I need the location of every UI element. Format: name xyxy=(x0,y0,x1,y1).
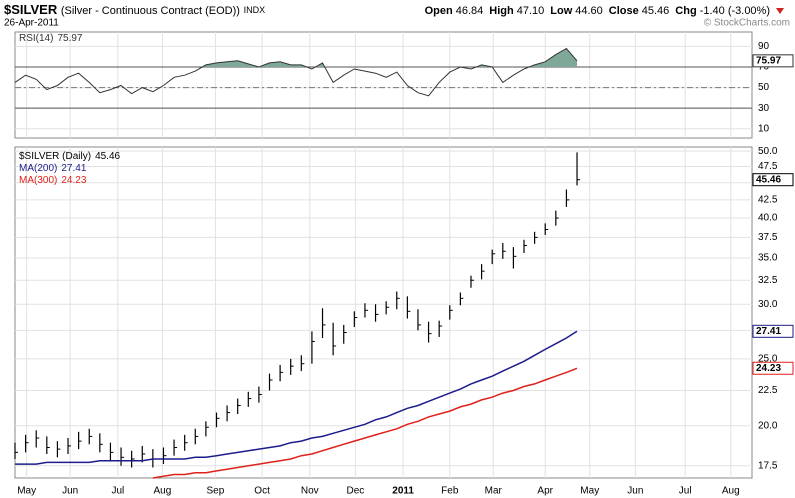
x-tick-label: Nov xyxy=(301,486,319,497)
y-tick-label: 37.5 xyxy=(758,232,778,243)
quote-label: Chg xyxy=(675,5,696,17)
x-tick-label: Apr xyxy=(537,486,553,497)
value-box xyxy=(752,361,794,375)
x-tick-label: Sep xyxy=(207,486,225,497)
legend-name: MA(200) xyxy=(19,163,57,174)
y-tick-label: 20.0 xyxy=(758,420,778,431)
legend-name: MA(300) xyxy=(19,175,57,186)
value-label: 27.41 xyxy=(756,326,781,337)
symbol: $SILVER xyxy=(4,2,58,17)
y-tick-label: 22.5 xyxy=(758,385,778,396)
x-tick-label: May xyxy=(17,486,36,497)
down-arrow xyxy=(776,8,784,14)
legend-entry: RSI(14) 75.97 xyxy=(19,33,83,44)
y-tick-label: 10 xyxy=(758,123,770,134)
value-label: 75.97 xyxy=(756,55,781,66)
x-tick-label: Feb xyxy=(441,486,459,497)
quote-label: Open xyxy=(425,5,453,17)
watermark: © StockCharts.com xyxy=(704,18,790,29)
legend-name: $SILVER (Daily) xyxy=(19,151,91,162)
exchange: INDX xyxy=(244,5,266,15)
quote-label: Low xyxy=(550,5,572,17)
y-tick-label: 17.5 xyxy=(758,460,778,471)
quote: Open 46.84 High 47.10 Low 44.60 Close 45.46 Chg -… xyxy=(425,5,770,17)
legend-value: 75.97 xyxy=(57,33,82,44)
y-tick-label: 50 xyxy=(758,82,770,93)
x-tick-label: Jun xyxy=(62,486,78,497)
quote-value: 45.46 xyxy=(642,5,670,17)
legend-name: RSI(14) xyxy=(19,33,53,44)
legend-entry: $SILVER (Daily) 45.46 xyxy=(19,151,121,162)
y-tick-label: 90 xyxy=(758,41,770,52)
value-box xyxy=(752,54,794,68)
y-tick-label: 35.0 xyxy=(758,253,778,264)
series-line xyxy=(14,47,578,97)
quote-label: High xyxy=(489,5,514,17)
y-tick-label: 32.5 xyxy=(758,275,778,286)
x-tick-label: Dec xyxy=(347,486,365,497)
y-tick-label: 47.5 xyxy=(758,161,778,172)
series-line xyxy=(15,330,578,465)
quote-value: -1.40 (-3.00%) xyxy=(700,5,770,17)
legend-entry: MA(300) 24.23 xyxy=(19,175,87,186)
y-tick-label: 50.0 xyxy=(758,146,778,157)
legend-value: 45.46 xyxy=(95,151,120,162)
x-tick-label: Oct xyxy=(254,486,270,497)
series-line xyxy=(152,367,578,479)
header-title: $SILVER (Silver - Continuous Contract (E… xyxy=(4,2,265,17)
x-tick-label: Aug xyxy=(722,486,740,497)
overbought-area xyxy=(202,48,578,67)
quote-value: 44.60 xyxy=(575,5,603,17)
x-tick-label: Jun xyxy=(627,486,643,497)
quote-label: Close xyxy=(609,5,639,17)
x-tick-label: May xyxy=(580,486,599,497)
quote-value: 47.10 xyxy=(517,5,545,17)
plot-frame xyxy=(14,31,753,139)
y-tick-label: 25.0 xyxy=(758,354,778,365)
quote-value: 46.84 xyxy=(456,5,484,17)
y-tick-label: 40.0 xyxy=(758,213,778,224)
value-label: 24.23 xyxy=(756,363,781,374)
x-tick-label: 2011 xyxy=(392,486,414,497)
legend-value: 27.41 xyxy=(61,163,86,174)
x-tick-label: Jul xyxy=(679,486,692,497)
x-tick-label: Jul xyxy=(111,486,124,497)
y-tick-label: 42.5 xyxy=(758,195,778,206)
x-tick-label: Aug xyxy=(154,486,172,497)
y-tick-label: 30.0 xyxy=(758,299,778,310)
description: (Silver - Continuous Contract (EOD)) xyxy=(61,5,240,17)
legend-value: 24.23 xyxy=(61,175,86,186)
value-box xyxy=(752,173,794,187)
plot-frame xyxy=(14,146,753,479)
legend-entry: MA(200) 27.41 xyxy=(19,163,87,174)
date: 26-Apr-2011 xyxy=(4,18,59,29)
x-tick-label: Mar xyxy=(485,486,503,497)
value-label: 45.46 xyxy=(756,174,781,185)
y-tick-label: 30 xyxy=(758,103,770,114)
value-box xyxy=(752,324,794,338)
